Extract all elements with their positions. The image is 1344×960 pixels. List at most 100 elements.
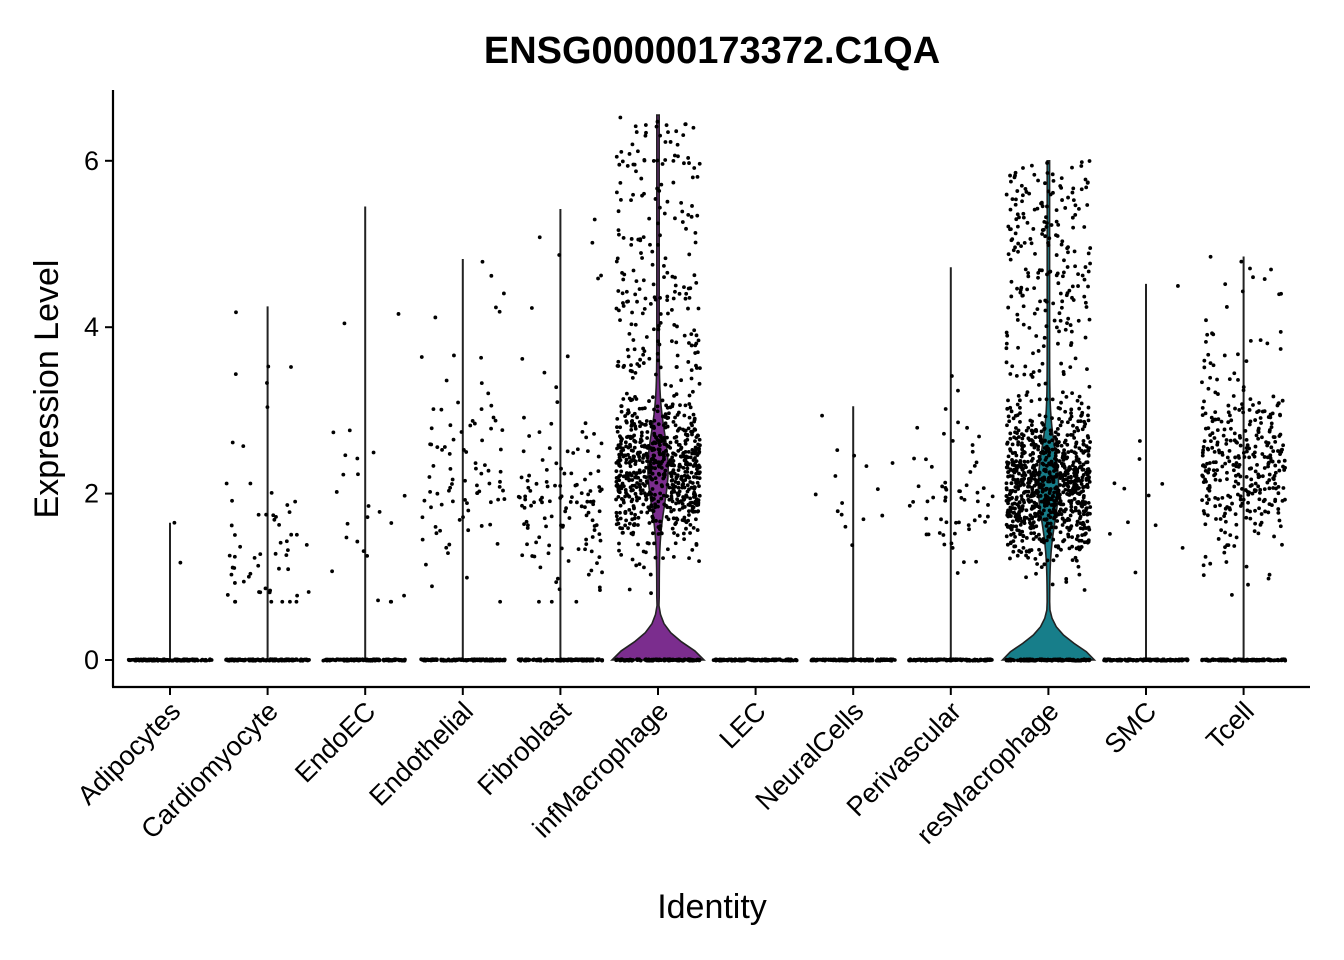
cell-point <box>1015 286 1019 291</box>
cell-point <box>232 554 237 559</box>
cell-point <box>1016 440 1021 445</box>
cell-point <box>650 249 655 254</box>
cell-point <box>690 504 695 509</box>
cell-point <box>683 122 688 127</box>
cell-point <box>1074 441 1079 446</box>
cell-point <box>571 451 576 455</box>
cell-point <box>631 162 636 167</box>
cell-point <box>278 540 283 545</box>
cell-point <box>1068 323 1073 327</box>
cell-point <box>1278 524 1283 529</box>
cell-point <box>1108 657 1112 662</box>
cell-point <box>1027 481 1032 485</box>
cell-point <box>1047 453 1051 458</box>
cell-point <box>617 232 621 237</box>
cell-point <box>1013 534 1017 539</box>
cell-point <box>1013 202 1018 207</box>
cell-point <box>1087 527 1092 532</box>
cell-point <box>1238 443 1243 448</box>
cell-point <box>647 216 652 221</box>
cell-point <box>674 440 679 444</box>
cell-point <box>1045 161 1050 165</box>
cell-point <box>618 115 623 120</box>
cell-point <box>1058 291 1063 296</box>
cell-point <box>1236 481 1241 486</box>
cell-point <box>1015 402 1020 407</box>
cell-point <box>592 528 597 532</box>
cell-point <box>559 523 563 528</box>
cell-point <box>1008 436 1013 441</box>
cell-point <box>1066 516 1070 521</box>
cell-point <box>570 495 574 500</box>
cell-point <box>654 480 659 485</box>
cell-point <box>621 304 626 308</box>
cell-point <box>1206 497 1211 502</box>
cell-point <box>1077 207 1081 211</box>
cell-point <box>693 230 698 235</box>
cell-point <box>633 491 638 496</box>
cell-point <box>689 421 694 426</box>
cell-point <box>1076 486 1080 491</box>
cell-point <box>498 469 503 474</box>
cell-point <box>861 517 866 522</box>
cell-point <box>1043 308 1048 313</box>
cell-point <box>943 498 948 503</box>
cell-point <box>1065 265 1070 269</box>
cell-point <box>559 494 564 499</box>
cell-point <box>820 413 824 418</box>
cell-point <box>1046 447 1051 452</box>
cell-point <box>1061 451 1066 455</box>
cell-point <box>828 657 833 662</box>
cell-point <box>651 446 656 451</box>
cell-point <box>498 479 502 484</box>
cell-point <box>632 421 637 426</box>
cell-point <box>1228 533 1233 538</box>
cell-point <box>1137 457 1142 461</box>
cell-point <box>1010 364 1015 369</box>
cell-point <box>680 502 685 506</box>
cell-point <box>1075 519 1080 524</box>
cell-point <box>626 408 631 413</box>
cell-point <box>1021 166 1025 170</box>
cell-point <box>574 500 579 505</box>
cell-point <box>256 512 261 517</box>
cell-point <box>639 438 644 443</box>
cell-point <box>967 527 971 532</box>
cell-point <box>1084 483 1089 488</box>
cell-point <box>620 291 625 296</box>
cell-point <box>640 421 644 426</box>
cell-point <box>1012 477 1017 482</box>
cell-point <box>558 484 563 488</box>
cell-point <box>167 658 172 663</box>
cell-point <box>1208 433 1213 438</box>
cell-point <box>1068 526 1072 530</box>
cell-point <box>498 599 503 604</box>
cell-point <box>365 553 370 558</box>
cell-point <box>1059 400 1063 405</box>
cell-point <box>673 216 677 221</box>
cell-point <box>683 403 688 408</box>
cell-point <box>627 331 632 336</box>
cell-point <box>1212 449 1217 454</box>
cell-point <box>1060 455 1065 460</box>
cell-point <box>693 445 698 450</box>
cell-point <box>681 531 686 536</box>
cell-point <box>1253 488 1258 493</box>
cell-point <box>459 430 464 434</box>
cell-point <box>843 524 848 529</box>
cell-point <box>656 422 661 427</box>
cell-point <box>1075 459 1080 463</box>
cell-point <box>1026 497 1031 502</box>
cell-point <box>1039 499 1044 504</box>
cell-point <box>1202 358 1207 363</box>
cell-point <box>875 487 880 492</box>
cell-point <box>234 310 238 315</box>
cell-point <box>656 358 660 363</box>
cell-point <box>658 519 662 524</box>
cell-point <box>554 385 559 390</box>
cell-point <box>678 403 682 408</box>
cell-point <box>564 506 568 511</box>
cell-point <box>676 493 681 498</box>
cell-point <box>1026 436 1031 441</box>
